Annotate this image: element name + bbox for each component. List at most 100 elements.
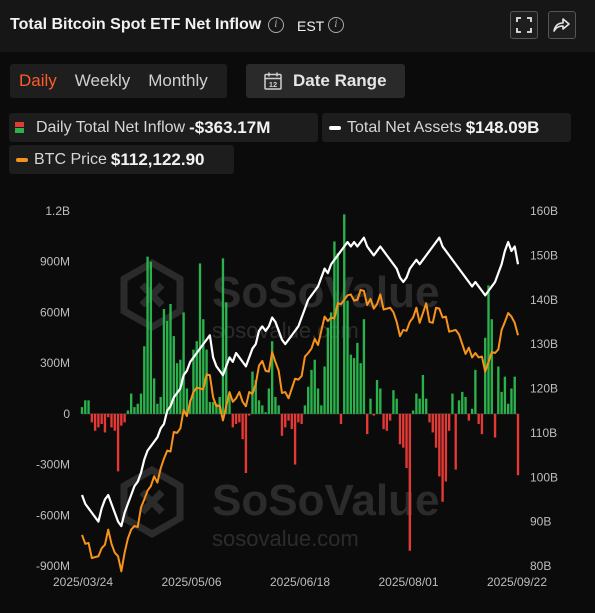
timezone-label: EST bbox=[297, 18, 325, 34]
inflow-bar bbox=[457, 400, 461, 414]
inflow-bar bbox=[284, 413, 287, 428]
inflow-bar bbox=[385, 413, 389, 431]
inflow-bar bbox=[146, 256, 149, 414]
inflow-bar bbox=[100, 413, 103, 424]
chart-title: Total Bitcoin Spot ETF Net Inflow bbox=[10, 16, 262, 33]
tab-weekly[interactable]: Weekly bbox=[74, 71, 131, 90]
inflow-bar bbox=[238, 413, 241, 423]
inflow-bar bbox=[169, 303, 172, 414]
inflow-bar bbox=[133, 407, 136, 414]
inflow-bar bbox=[162, 309, 166, 414]
inflow-bar bbox=[470, 408, 474, 414]
fullscreen-button[interactable] bbox=[510, 11, 538, 39]
inflow-bar bbox=[116, 413, 120, 472]
legend-btc-price[interactable]: BTC Price $112,122.90 bbox=[9, 145, 234, 174]
chart-axes: 1.2B 900M 600M 300M 0 -300M -600M -900M 160B 150B… bbox=[36, 204, 558, 589]
inflow-bar bbox=[454, 413, 457, 470]
inflow-bar bbox=[461, 391, 464, 414]
inflow-bar bbox=[513, 376, 516, 414]
inflow-bar bbox=[280, 413, 284, 436]
date-range-button[interactable]: 12 Date Range bbox=[246, 64, 405, 98]
inflow-bar bbox=[103, 413, 107, 433]
inflow-chart[interactable]: SoSoValue SoSoValue sosovalue.com sosova… bbox=[0, 195, 595, 613]
inflow-bar bbox=[497, 366, 500, 414]
legend-inflow-label: Daily Total Net Inflow bbox=[36, 118, 186, 136]
right-axis-tick-label: 120B bbox=[530, 382, 558, 396]
inflow-bar bbox=[480, 413, 484, 435]
inflow-bar bbox=[362, 319, 366, 414]
inflow-bar bbox=[379, 388, 382, 414]
left-axis-tick-label: -300M bbox=[36, 458, 70, 472]
legend-price-value: $112,122.90 bbox=[110, 149, 205, 169]
inflow-bar bbox=[267, 388, 271, 414]
inflow-bar bbox=[421, 374, 425, 414]
inflow-bar bbox=[241, 413, 244, 440]
left-axis-tick-label: 1.2B bbox=[45, 204, 70, 218]
info-icon[interactable]: i bbox=[268, 17, 284, 33]
x-axis-tick-label: 2025/03/24 bbox=[53, 575, 113, 589]
inflow-bar bbox=[313, 359, 316, 414]
inflow-bar bbox=[434, 413, 438, 448]
inflow-bar bbox=[175, 363, 179, 414]
inflow-bar bbox=[211, 402, 215, 414]
inflow-bar bbox=[225, 302, 228, 414]
inflow-bar bbox=[257, 400, 261, 414]
inflow-bar bbox=[234, 413, 238, 424]
inflow-bar bbox=[205, 349, 208, 414]
inflow-bar bbox=[198, 263, 202, 414]
share-button[interactable] bbox=[548, 11, 576, 39]
inflow-bar bbox=[516, 413, 520, 476]
legend-daily-net-inflow[interactable]: Daily Total Net Inflow -$363.17M bbox=[9, 113, 318, 142]
inflow-bar bbox=[287, 413, 290, 421]
inflow-bar bbox=[415, 393, 418, 414]
inflow-bar bbox=[261, 405, 264, 414]
svg-text:12: 12 bbox=[269, 80, 277, 89]
watermark-text: SoSoValue bbox=[212, 476, 439, 525]
inflow-bar bbox=[113, 413, 116, 431]
timezone-info-icon[interactable]: i bbox=[328, 17, 344, 33]
inflow-bar bbox=[487, 285, 490, 414]
inflow-bar bbox=[464, 396, 467, 414]
header-bar: Total Bitcoin Spot ETF Net Inflow i EST … bbox=[0, 0, 595, 52]
inflow-bar bbox=[300, 413, 303, 424]
left-axis-tick-label: -600M bbox=[36, 508, 70, 522]
fullscreen-icon bbox=[516, 17, 532, 33]
legend-price-label: BTC Price bbox=[34, 150, 107, 168]
inflow-bar bbox=[506, 403, 510, 414]
inflow-bar bbox=[467, 413, 471, 421]
watermark-url: sosovalue.com bbox=[212, 526, 359, 551]
inflow-bar bbox=[438, 413, 441, 477]
legend-total-net-assets[interactable]: Total Net Assets $148.09B bbox=[322, 113, 571, 142]
inflow-bar bbox=[202, 319, 205, 414]
inflow-bar bbox=[510, 388, 513, 414]
inflow-bar bbox=[477, 413, 480, 424]
total-net-assets-line bbox=[80, 236, 520, 528]
inflow-bar bbox=[503, 376, 507, 414]
inflow-bar bbox=[93, 413, 97, 431]
inflow-bar bbox=[369, 398, 372, 414]
inflow-bar bbox=[303, 405, 307, 414]
inflow-bar bbox=[343, 214, 346, 414]
inflow-bar bbox=[398, 413, 402, 445]
right-axis-tick-label: 160B bbox=[530, 204, 558, 218]
inflow-bar bbox=[339, 413, 343, 424]
inflow-bar bbox=[139, 393, 143, 414]
inflow-bar bbox=[425, 398, 428, 414]
inflow-bar bbox=[97, 413, 100, 428]
inflow-bar bbox=[428, 413, 431, 423]
inflow-bar bbox=[290, 413, 293, 430]
inflow-bar bbox=[90, 413, 94, 423]
tab-monthly[interactable]: Monthly bbox=[148, 71, 208, 90]
inflow-bar bbox=[431, 413, 434, 433]
inflow-bar bbox=[244, 413, 248, 474]
left-axis-tick-label: 300M bbox=[40, 356, 70, 370]
inflow-bar bbox=[231, 413, 234, 428]
assets-swatch-icon bbox=[329, 125, 341, 130]
inflow-bar bbox=[326, 327, 330, 414]
inflow-bar bbox=[264, 412, 267, 414]
tab-daily[interactable]: Daily bbox=[19, 71, 57, 90]
inflow-bar bbox=[500, 391, 503, 414]
inflow-bar bbox=[451, 393, 454, 414]
inflow-bar bbox=[80, 407, 84, 414]
inflow-bar bbox=[248, 413, 251, 416]
